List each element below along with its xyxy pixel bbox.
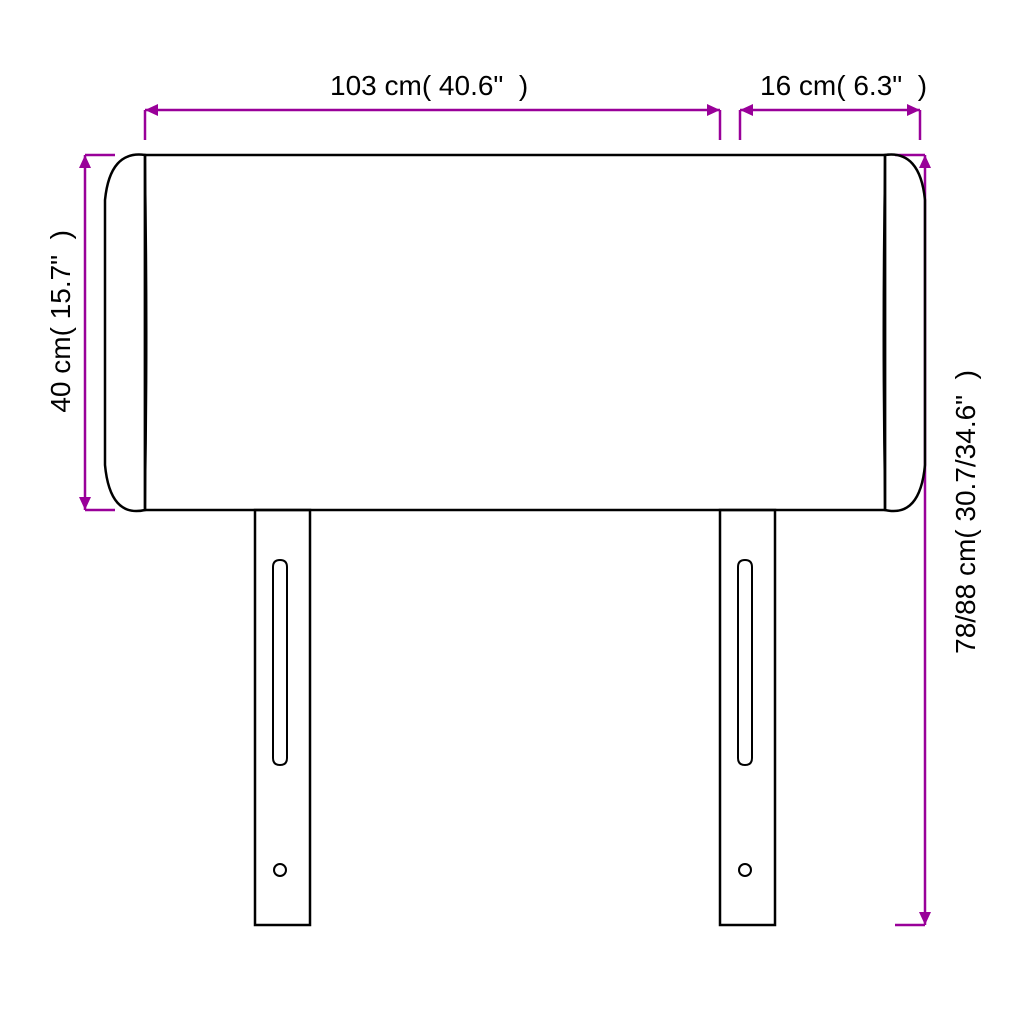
panel-height-label: 40 cm( 15.7" ) — [45, 230, 77, 413]
mounting-leg-right — [720, 510, 775, 925]
depth-label: 16 cm( 6.3" ) — [760, 70, 927, 102]
headboard-wing-right — [884, 155, 926, 512]
headboard-wing-left — [105, 155, 147, 512]
dim-line-panel-height — [79, 155, 115, 510]
width-label: 103 cm( 40.6" ) — [330, 70, 528, 102]
headboard-panel — [145, 155, 885, 510]
dim-line-width — [145, 104, 720, 140]
total-height-label: 78/88 cm( 30.7/34.6" ) — [950, 370, 982, 654]
dim-line-depth — [740, 104, 920, 140]
mounting-leg-left — [255, 510, 310, 925]
headboard-diagram — [0, 0, 1024, 1024]
